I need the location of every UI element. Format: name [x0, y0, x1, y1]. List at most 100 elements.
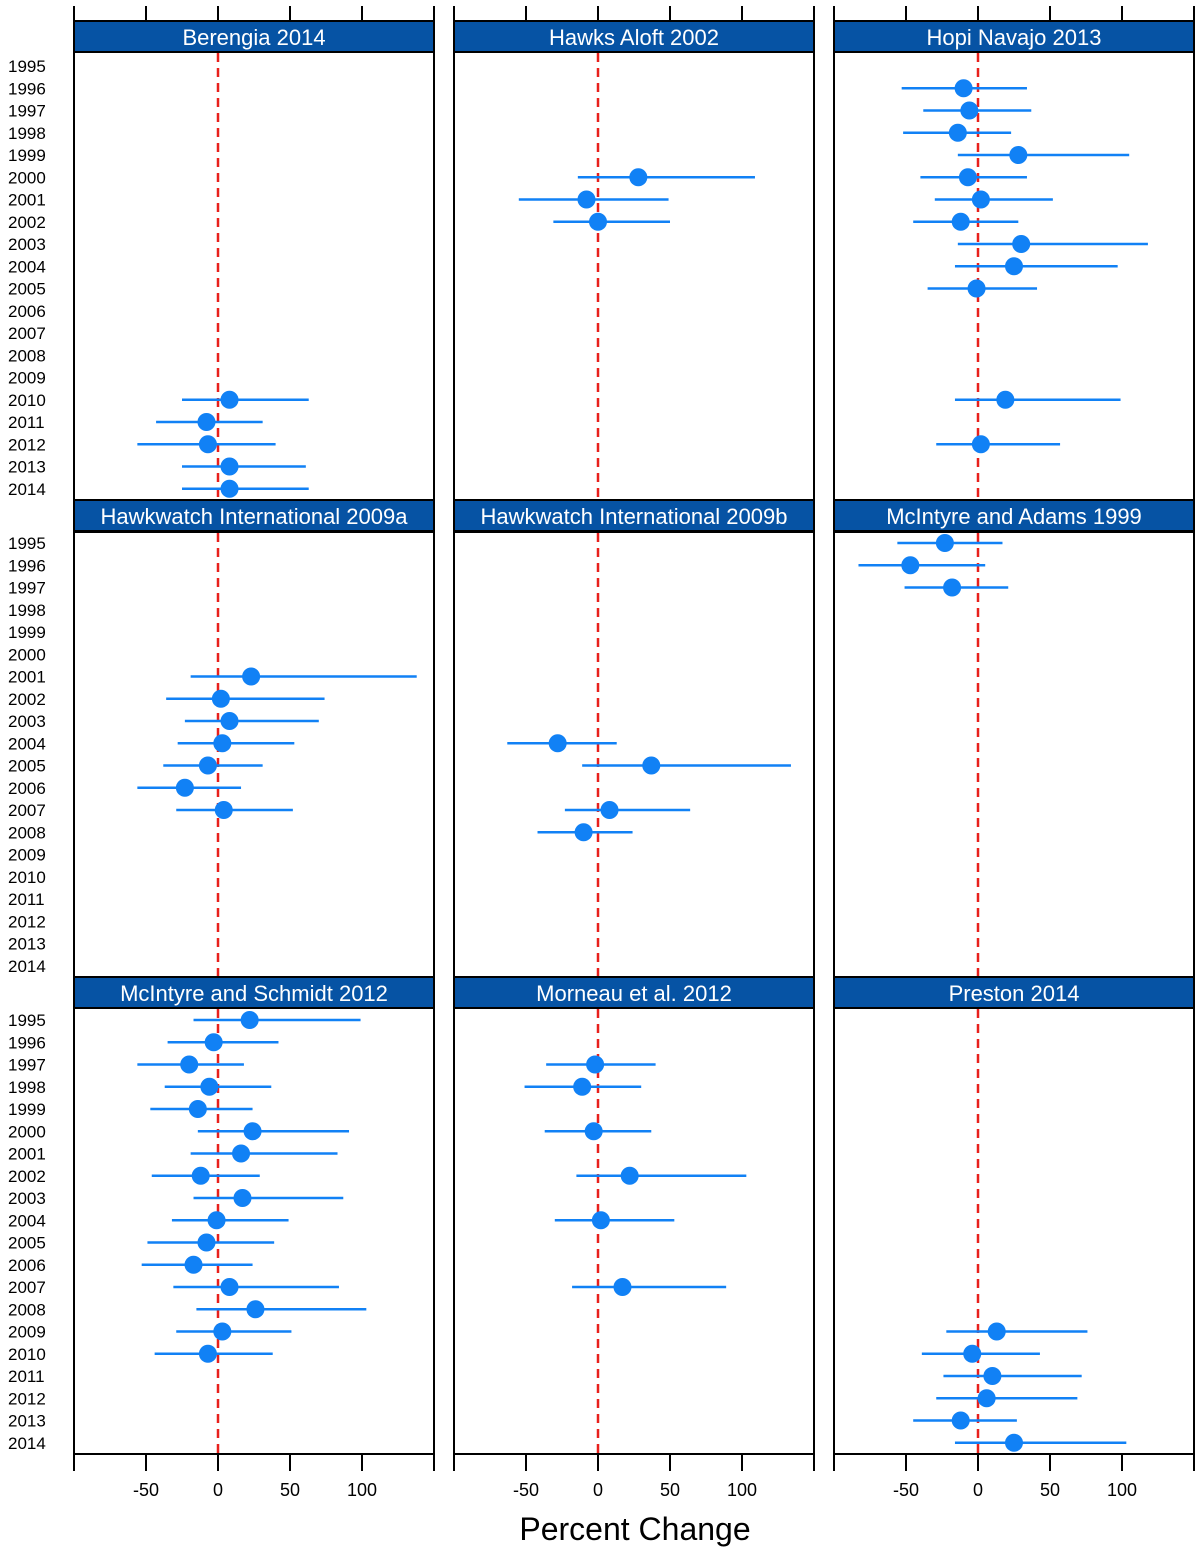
panel-title: McIntyre and Schmidt 2012: [120, 981, 388, 1006]
panel-title: Morneau et al. 2012: [536, 981, 732, 1006]
panel-title: Hopi Navajo 2013: [927, 25, 1102, 50]
year-tick-label: 1995: [8, 1011, 46, 1030]
panel-frame: [453, 531, 815, 978]
year-tick-label: 1996: [8, 79, 46, 98]
point-estimate: [188, 1100, 207, 1118]
year-tick-label: 2011: [8, 413, 45, 432]
panel-title: Preston 2014: [949, 981, 1080, 1006]
point-estimate: [577, 190, 596, 209]
point-estimate: [960, 101, 979, 120]
panel-title: Berengia 2014: [182, 25, 325, 50]
point-estimate: [220, 712, 239, 730]
year-tick-label: 2008: [8, 1300, 46, 1319]
year-tick-label: 2002: [8, 213, 46, 232]
point-estimate: [242, 667, 261, 686]
point-estimate: [175, 778, 194, 797]
point-estimate: [213, 1322, 232, 1341]
year-tick-label: 2005: [8, 1234, 46, 1253]
x-tick-label: 50: [660, 1480, 680, 1500]
point-estimate: [958, 168, 977, 187]
point-estimate: [948, 123, 967, 142]
x-tick-label: 50: [1040, 1480, 1060, 1500]
point-estimate: [180, 1055, 199, 1074]
panel-frame: [453, 51, 815, 501]
year-tick-label: 2003: [8, 712, 46, 731]
point-estimate: [963, 1344, 982, 1363]
year-tick-label: 1996: [8, 1033, 46, 1052]
year-tick-label: 1996: [8, 556, 46, 575]
year-tick-label: 1998: [8, 124, 46, 143]
year-tick-label: 2009: [8, 846, 46, 865]
year-tick-label: 1998: [8, 601, 46, 620]
point-estimate: [548, 734, 567, 753]
year-tick-label: 1997: [8, 579, 46, 598]
point-estimate: [600, 801, 619, 819]
point-estimate: [971, 190, 990, 209]
year-tick-label: 2005: [8, 757, 46, 776]
year-tick-label: 2004: [8, 734, 46, 753]
year-tick-label: 2014: [8, 1434, 46, 1453]
x-tick-label: 50: [280, 1480, 300, 1500]
point-estimate: [951, 1411, 970, 1430]
year-tick-label: 2011: [8, 890, 45, 909]
point-estimate: [220, 390, 239, 409]
x-tick-label: -50: [893, 1480, 919, 1500]
point-estimate: [573, 1077, 592, 1096]
panel-frame: [73, 51, 435, 501]
panel-frame: [833, 51, 1195, 501]
point-estimate: [574, 823, 593, 842]
year-tick-label: 1995: [8, 534, 46, 553]
year-tick-label: 2007: [8, 324, 46, 343]
point-estimate: [197, 413, 216, 431]
point-estimate: [197, 1233, 216, 1252]
year-tick-label: 2011: [8, 1367, 45, 1386]
year-tick-label: 2010: [8, 868, 46, 887]
year-tick-label: 2007: [8, 801, 46, 820]
year-tick-label: 2012: [8, 435, 46, 454]
x-tick-label: -50: [513, 1480, 539, 1500]
point-estimate: [220, 457, 239, 476]
panel-title: Hawkwatch International 2009b: [481, 504, 788, 529]
year-tick-label: 2004: [8, 1211, 46, 1230]
year-tick-label: 2009: [8, 369, 46, 388]
panel-frame: [833, 1007, 1195, 1455]
point-estimate: [207, 1211, 226, 1230]
point-estimate: [1005, 257, 1023, 276]
point-estimate: [967, 279, 986, 298]
x-tick-label: 100: [1107, 1480, 1137, 1500]
point-estimate: [198, 756, 217, 775]
point-estimate: [243, 1122, 262, 1141]
point-estimate: [901, 556, 920, 575]
panels-layer: Berengia 2014 Hawks Aloft 2002 Hopi Navajo…: [73, 6, 1195, 1471]
year-tick-label: 2012: [8, 1389, 46, 1408]
point-estimate: [200, 1077, 219, 1096]
point-estimate: [971, 435, 990, 454]
point-estimate: [1012, 235, 1031, 253]
year-tick-label: 2008: [8, 823, 46, 842]
year-tick-label: 2014: [8, 957, 46, 976]
point-estimate: [191, 1166, 210, 1185]
year-tick-label: 2002: [8, 690, 46, 709]
year-tick-label: 2001: [8, 191, 46, 210]
point-estimate: [198, 1344, 217, 1363]
point-estimate: [629, 168, 648, 187]
panel-strip: [453, 499, 815, 532]
point-estimate: [184, 1255, 203, 1274]
point-estimate: [996, 390, 1015, 409]
point-estimate: [951, 212, 970, 231]
year-tick-label: 2001: [8, 1145, 46, 1164]
year-tick-label: 2013: [8, 1412, 46, 1431]
year-tick-label: 1999: [8, 623, 46, 642]
point-estimate: [220, 1278, 239, 1296]
panel-frame: [73, 1007, 435, 1455]
year-tick-label: 2010: [8, 391, 46, 410]
year-tick-label: 1999: [8, 1100, 46, 1119]
point-estimate: [589, 212, 607, 231]
point-estimate: [220, 479, 239, 498]
panel-title: Hawkwatch International 2009a: [101, 504, 409, 529]
year-tick-label: 2003: [8, 235, 46, 254]
year-tick-label: 2003: [8, 1189, 46, 1208]
x-axis-title: Percent Change: [519, 1511, 750, 1547]
year-tick-label: 2013: [8, 935, 46, 954]
